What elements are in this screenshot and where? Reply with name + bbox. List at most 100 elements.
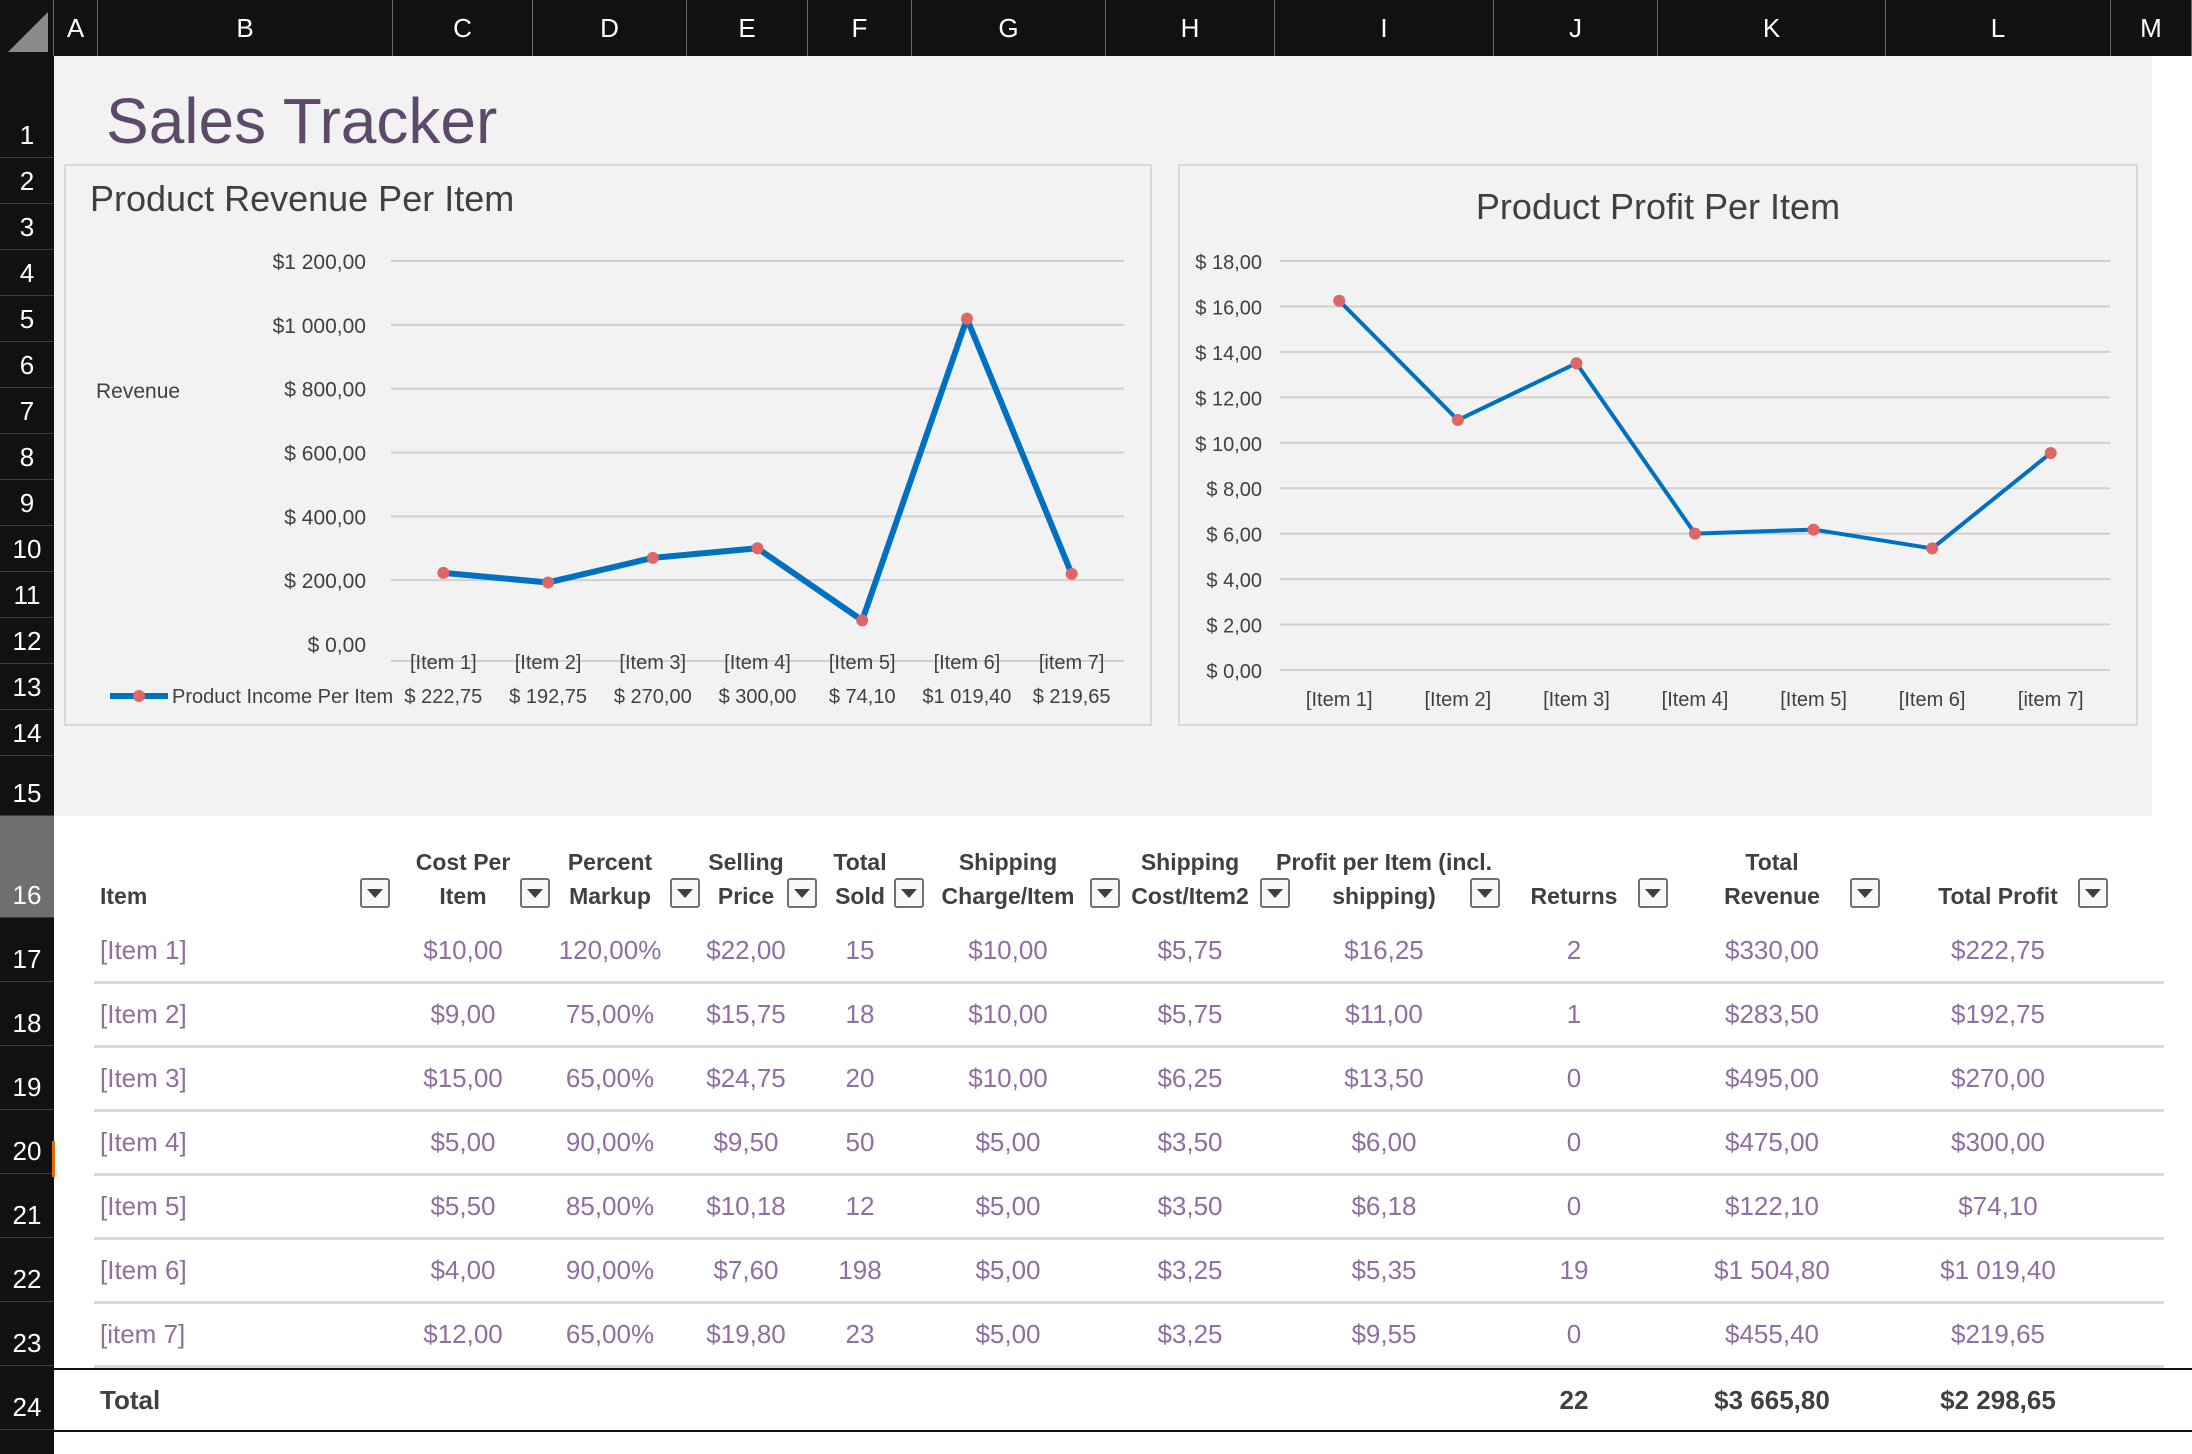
- table-row[interactable]: [item 7] $12,00 65,00% $19,80 23 $5,00 $3,25 $9…: [94, 1304, 2164, 1368]
- table-cell[interactable]: $5,00: [975, 1255, 1041, 1285]
- column-header-a[interactable]: A: [54, 0, 98, 56]
- column-heading[interactable]: Cost Per Item: [353, 845, 573, 913]
- table-cell[interactable]: $192,75: [1951, 999, 2045, 1029]
- table-cell[interactable]: $5,00: [430, 1127, 496, 1157]
- filter-dropdown-button[interactable]: [787, 878, 817, 908]
- table-row[interactable]: [Item 5] $5,50 85,00% $10,18 12 $5,00 $3,50 $6,…: [94, 1176, 2164, 1240]
- column-heading[interactable]: Shipping Cost/Item2: [1080, 845, 1300, 913]
- total-label[interactable]: Total: [100, 1385, 161, 1415]
- table-cell[interactable]: $3,25: [1157, 1255, 1223, 1285]
- table-cell[interactable]: $10,18: [706, 1191, 786, 1221]
- table-cell[interactable]: $15,00: [423, 1063, 503, 1093]
- row-header-8[interactable]: 8: [0, 434, 54, 480]
- table-cell[interactable]: $9,55: [1351, 1319, 1417, 1349]
- table-cell[interactable]: $7,60: [713, 1255, 779, 1285]
- table-row[interactable]: [Item 4] $5,00 90,00% $9,50 50 $5,00 $3,50 $6,0…: [94, 1112, 2164, 1176]
- table-cell[interactable]: $283,50: [1725, 999, 1819, 1029]
- row-header-15[interactable]: 15: [0, 756, 54, 816]
- profit-chart[interactable]: Product Profit Per Item $ 18,00 $ 16,00 $ …: [1178, 164, 2138, 726]
- column-heading[interactable]: Total Profit: [1888, 845, 2108, 913]
- filter-dropdown-button[interactable]: [1850, 878, 1880, 908]
- revenue-data-point[interactable]: [960, 312, 973, 325]
- table-cell[interactable]: $15,75: [706, 999, 786, 1029]
- revenue-data-point[interactable]: [542, 576, 555, 589]
- table-cell[interactable]: 120,00%: [558, 935, 662, 965]
- row-header-1[interactable]: 1: [0, 56, 54, 158]
- table-cell[interactable]: $10,00: [968, 1063, 1048, 1093]
- row-header-22[interactable]: 22: [0, 1238, 54, 1302]
- row-header-4[interactable]: 4: [0, 250, 54, 296]
- row-header-24[interactable]: 24: [0, 1366, 54, 1430]
- table-cell[interactable]: $5,50: [430, 1191, 496, 1221]
- column-heading[interactable]: Selling Price: [636, 845, 856, 913]
- table-cell[interactable]: 50: [845, 1127, 875, 1157]
- filter-dropdown-button[interactable]: [520, 878, 550, 908]
- table-cell[interactable]: $219,65: [1951, 1319, 2045, 1349]
- sheet-title[interactable]: Sales Tracker: [106, 85, 498, 157]
- table-cell[interactable]: $330,00: [1725, 935, 1819, 965]
- table-cell[interactable]: 90,00%: [565, 1127, 655, 1157]
- table-cell[interactable]: $5,75: [1157, 935, 1223, 965]
- column-header-j[interactable]: J: [1494, 0, 1658, 56]
- total-returns[interactable]: 22: [1559, 1385, 1589, 1415]
- table-cell[interactable]: $3,50: [1157, 1127, 1223, 1157]
- table-cell[interactable]: $5,35: [1351, 1255, 1417, 1285]
- table-cell[interactable]: $13,50: [1344, 1063, 1424, 1093]
- table-cell[interactable]: $6,25: [1157, 1063, 1223, 1093]
- filter-dropdown-button[interactable]: [894, 878, 924, 908]
- select-all-button[interactable]: [0, 0, 54, 56]
- table-cell[interactable]: 1: [1566, 999, 1582, 1029]
- table-row[interactable]: [Item 2] $9,00 75,00% $15,75 18 $10,00 $5,75 $1…: [94, 984, 2164, 1048]
- column-header-b[interactable]: B: [98, 0, 393, 56]
- table-cell[interactable]: $6,00: [1351, 1127, 1417, 1157]
- column-header-i[interactable]: I: [1275, 0, 1494, 56]
- table-cell[interactable]: $1 019,40: [1940, 1255, 2056, 1285]
- table-cell[interactable]: 2: [1566, 935, 1582, 965]
- table-cell[interactable]: $11,00: [1345, 999, 1423, 1029]
- row-header-3[interactable]: 3: [0, 204, 54, 250]
- table-cell[interactable]: $10,00: [968, 935, 1048, 965]
- table-cell[interactable]: [Item 4]: [100, 1127, 187, 1157]
- revenue-data-point[interactable]: [856, 614, 869, 627]
- row-header-14[interactable]: 14: [0, 710, 54, 756]
- table-cell[interactable]: 23: [845, 1319, 875, 1349]
- table-row[interactable]: [Item 6] $4,00 90,00% $7,60 198 $5,00 $3,25 $5,…: [94, 1240, 2164, 1304]
- table-cell[interactable]: 75,00%: [565, 999, 655, 1029]
- table-cell[interactable]: 90,00%: [565, 1255, 655, 1285]
- table-cell[interactable]: $74,10: [1958, 1191, 2038, 1221]
- column-heading[interactable]: Shipping Charge/Item: [898, 845, 1118, 913]
- table-cell[interactable]: 18: [845, 999, 875, 1029]
- profit-data-point[interactable]: [1689, 527, 1701, 540]
- row-header-21[interactable]: 21: [0, 1174, 54, 1238]
- revenue-chart[interactable]: Product Revenue Per Item $1 200,00 $1 000…: [64, 164, 1152, 726]
- table-cell[interactable]: $300,00: [1951, 1127, 2045, 1157]
- table-cell[interactable]: $24,75: [706, 1063, 786, 1093]
- table-cell[interactable]: $4,00: [430, 1255, 496, 1285]
- column-header-k[interactable]: K: [1658, 0, 1886, 56]
- row-header-17[interactable]: 17: [0, 918, 54, 982]
- profit-data-point[interactable]: [1807, 523, 1820, 536]
- column-heading[interactable]: Percent Markup: [500, 845, 720, 913]
- table-cell[interactable]: $3,50: [1157, 1191, 1223, 1221]
- table-row[interactable]: [Item 3] $15,00 65,00% $24,75 20 $10,00 $6,25 $…: [94, 1048, 2164, 1112]
- column-header-c[interactable]: C: [393, 0, 533, 56]
- row-header-9[interactable]: 9: [0, 480, 54, 526]
- row-header-12[interactable]: 12: [0, 618, 54, 664]
- revenue-data-point[interactable]: [751, 542, 764, 555]
- table-cell[interactable]: $475,00: [1725, 1127, 1819, 1157]
- row-header-13[interactable]: 13: [0, 664, 54, 710]
- table-cell[interactable]: $5,00: [975, 1127, 1041, 1157]
- column-header-f[interactable]: F: [808, 0, 912, 56]
- filter-dropdown-button[interactable]: [360, 878, 390, 908]
- revenue-data-point[interactable]: [1065, 567, 1078, 580]
- table-cell[interactable]: 198: [838, 1255, 882, 1285]
- filter-dropdown-button[interactable]: [1260, 878, 1290, 908]
- profit-data-point[interactable]: [2044, 447, 2057, 460]
- table-cell[interactable]: 0: [1566, 1127, 1582, 1157]
- filter-dropdown-button[interactable]: [2078, 878, 2108, 908]
- table-cell[interactable]: $122,10: [1725, 1191, 1819, 1221]
- total-profit[interactable]: $2 298,65: [1940, 1385, 2056, 1415]
- table-row[interactable]: [Item 1] $10,00 120,00% $22,00 15 $10,00 $5,75…: [94, 920, 2164, 984]
- column-header-d[interactable]: D: [533, 0, 687, 56]
- table-cell[interactable]: [Item 2]: [100, 999, 187, 1029]
